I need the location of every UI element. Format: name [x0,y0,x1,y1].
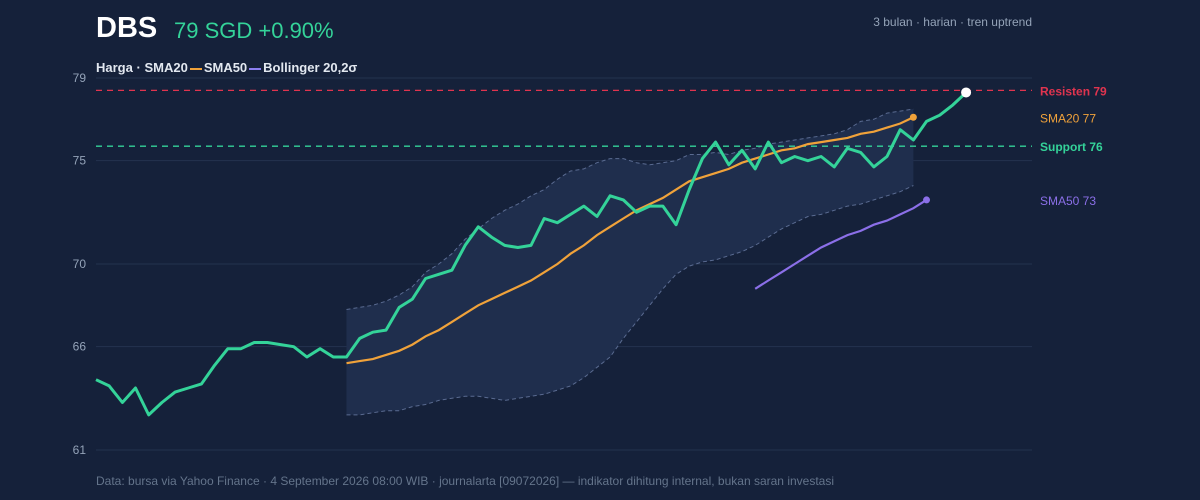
chart-footer: Data: bursa via Yahoo Finance · 4 Septem… [96,474,834,488]
bollinger-band-fill [346,109,914,415]
chart-meta: 3 bulan · harian · tren uptrend [873,15,1032,29]
level-label: Resisten 79 [1040,84,1107,98]
chart-legend: Harga · SMA20 SMA50 Bollinger 20,2σ [96,60,357,75]
end-label: SMA50 73 [1040,194,1096,208]
price-line [95,91,968,417]
legend-bollinger: Bollinger 20,2σ [263,60,358,75]
legend-sma20: SMA20 [144,60,188,75]
legend-bollinger-swatch [249,67,262,70]
end-marker [909,113,917,121]
y-tick-label: 61 [73,443,87,457]
end-label: SMA20 77 [1040,111,1096,125]
legend-separator: · [136,60,141,75]
end-marker [923,196,931,204]
price-end-marker [961,87,972,98]
y-tick-label: 66 [73,340,87,354]
price-change: 79 SGD +0.90% [174,18,334,43]
bollinger-upper-line [346,108,914,310]
bollinger-lower-line [346,185,914,416]
sma20-line [346,116,914,365]
level-label: Support 76 [1040,140,1103,154]
legend-price: Harga [96,60,133,75]
legend-sma50: SMA50 [203,60,248,75]
legend-sma20-swatch [189,67,202,70]
y-tick-label: 79 [73,71,87,85]
y-tick-label: 75 [73,154,87,168]
sma50-line [754,198,928,290]
ticker-symbol: DBS [96,12,158,44]
y-tick-label: 70 [73,257,87,271]
